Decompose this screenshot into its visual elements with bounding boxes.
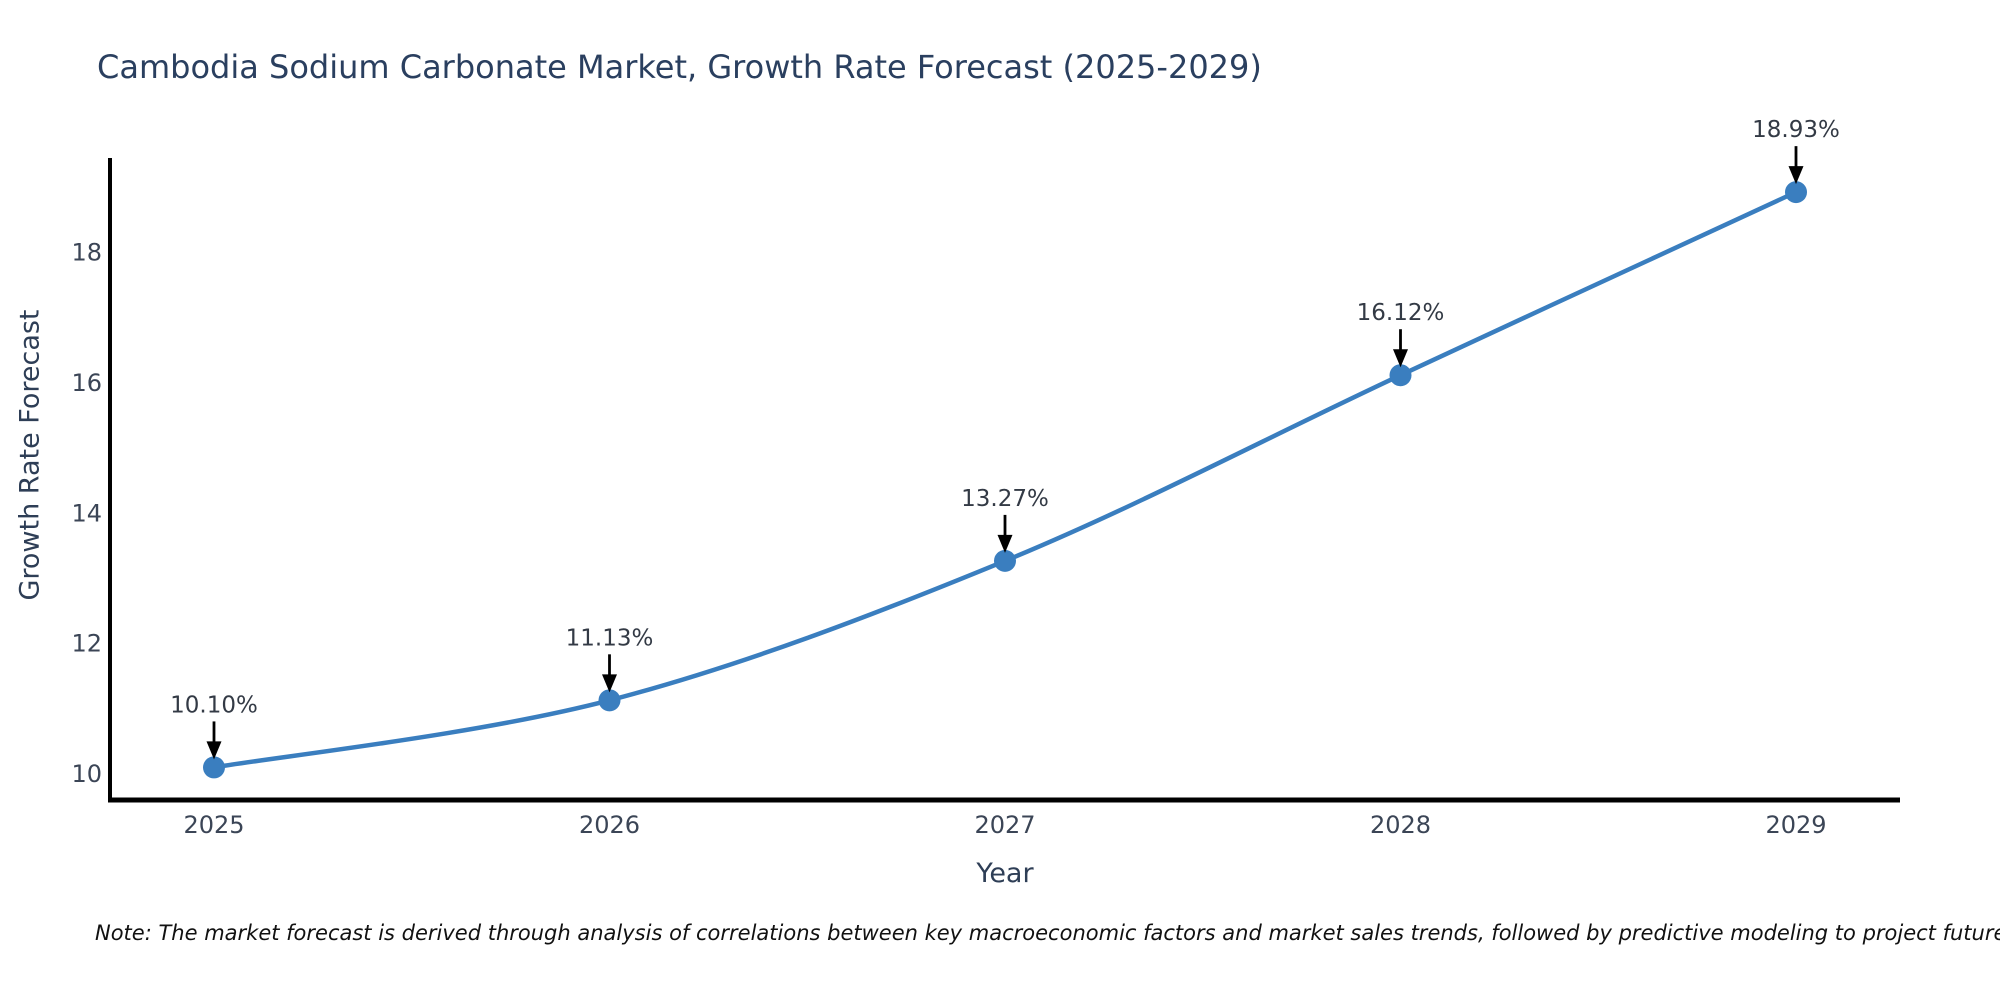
annotation-arrowhead [1393, 349, 1408, 368]
data-point-marker [598, 689, 621, 712]
line-series [203, 181, 1807, 779]
annotation-label: 18.93% [1752, 117, 1840, 143]
annotation-arrowhead [206, 741, 222, 760]
x-tick-label: 2029 [1765, 811, 1826, 839]
x-tick-label: 2027 [974, 811, 1035, 839]
annotation-label: 10.10% [170, 692, 258, 718]
point-annotations: 10.10% 11.13% 13.27% 16.12% 18.93% [170, 117, 1840, 760]
y-axis-ticks: 10 12 14 16 18 [71, 239, 102, 788]
data-point-marker [1785, 181, 1807, 204]
x-tick-label: 2028 [1370, 811, 1431, 839]
y-tick-label: 10 [71, 760, 102, 788]
annotation-arrowhead [602, 674, 617, 693]
x-axis-ticks: 2025 2026 2027 2028 2029 [183, 811, 1826, 839]
data-point-marker [1389, 364, 1412, 387]
x-tick-label: 2025 [183, 811, 244, 839]
y-axis-title: Growth Rate Forecast [14, 309, 46, 601]
annotation-arrowhead [997, 534, 1013, 553]
annotation-label: 11.13% [566, 625, 654, 651]
x-axis-title: Year [976, 858, 1034, 889]
y-tick-label: 14 [71, 499, 102, 527]
footnote: Note: The market forecast is derived thr… [95, 921, 2000, 945]
y-tick-label: 18 [71, 239, 102, 267]
data-point-marker [994, 549, 1016, 572]
y-tick-label: 12 [71, 630, 102, 658]
annotation-label: 13.27% [961, 486, 1049, 512]
annotation-label: 16.12% [1357, 300, 1445, 326]
data-point-marker [203, 756, 225, 779]
x-tick-label: 2026 [579, 811, 640, 839]
annotation-arrowhead [1788, 166, 1804, 185]
axis-spines [108, 158, 1900, 803]
trend-line [211, 189, 1799, 770]
chart-title: Cambodia Sodium Carbonate Market, Growth… [97, 48, 1262, 86]
y-tick-label: 16 [71, 369, 102, 397]
